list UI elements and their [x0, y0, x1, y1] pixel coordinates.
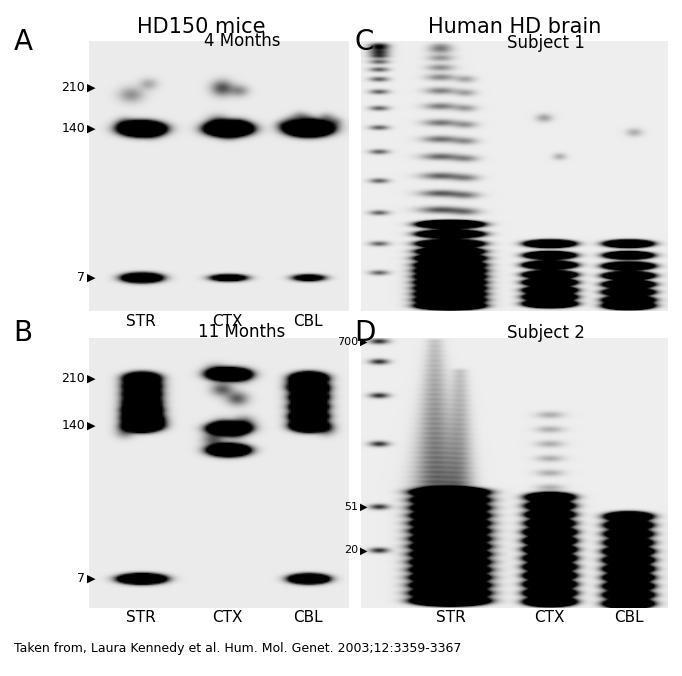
Text: Subject 1: Subject 1 — [507, 34, 584, 52]
Text: CBL: CBL — [614, 610, 644, 625]
Text: C: C — [355, 28, 374, 56]
Text: ▶: ▶ — [87, 374, 95, 383]
Text: A: A — [14, 28, 33, 56]
Text: Taken from, Laura Kennedy et al. Hum. Mol. Genet. 2003;12:3359-3367: Taken from, Laura Kennedy et al. Hum. Mo… — [14, 642, 461, 656]
Text: ▶: ▶ — [87, 124, 95, 133]
Text: ▶: ▶ — [360, 337, 368, 347]
Text: HD150 mice: HD150 mice — [137, 17, 265, 37]
Text: 210: 210 — [61, 81, 85, 95]
Text: Human HD brain: Human HD brain — [428, 17, 602, 37]
Text: CTX: CTX — [211, 610, 242, 625]
Text: 51: 51 — [344, 502, 358, 512]
Text: ▶: ▶ — [87, 272, 95, 282]
Text: Subject 2: Subject 2 — [507, 324, 584, 343]
Text: B: B — [14, 319, 33, 347]
Text: 7: 7 — [77, 572, 85, 585]
Text: 20: 20 — [344, 546, 358, 556]
Text: 700: 700 — [337, 337, 358, 347]
Text: CTX: CTX — [211, 314, 242, 329]
Text: ▶: ▶ — [360, 546, 368, 556]
Text: ▶: ▶ — [87, 421, 95, 431]
Text: CBL: CBL — [293, 314, 323, 329]
Text: STR: STR — [125, 610, 155, 625]
Text: ▶: ▶ — [87, 574, 95, 583]
Text: 140: 140 — [61, 122, 85, 135]
Text: 7: 7 — [77, 270, 85, 284]
Text: 4 Months: 4 Months — [204, 32, 280, 51]
Text: ▶: ▶ — [360, 502, 368, 512]
Text: 11 Months: 11 Months — [198, 323, 286, 341]
Text: CTX: CTX — [534, 610, 565, 625]
Text: CBL: CBL — [293, 610, 323, 625]
Text: STR: STR — [125, 314, 155, 329]
Text: 210: 210 — [61, 372, 85, 385]
Text: ▶: ▶ — [87, 83, 95, 93]
Text: 140: 140 — [61, 419, 85, 433]
Text: STR: STR — [436, 610, 466, 625]
Text: D: D — [355, 319, 376, 347]
